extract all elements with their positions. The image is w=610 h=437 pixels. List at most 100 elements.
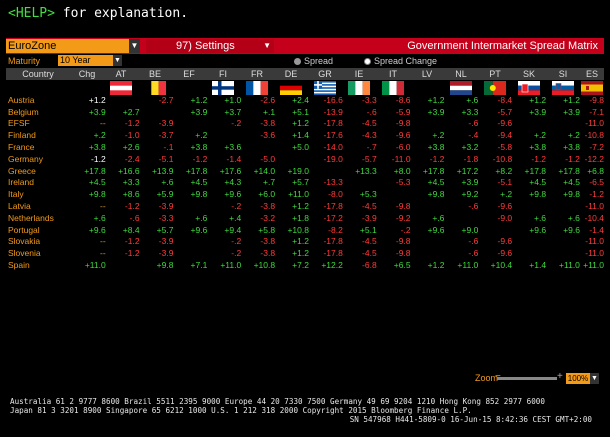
spread-cell[interactable]: +17.8 — [558, 165, 580, 176]
spread-cell[interactable]: +3.8 — [529, 142, 547, 153]
country-name[interactable]: Portugal — [8, 224, 40, 235]
spread-cell[interactable] — [512, 200, 546, 212]
spread-cell[interactable]: -1.2 — [124, 201, 140, 212]
spread-cell[interactable]: +13.9 — [151, 165, 174, 176]
spread-cell[interactable] — [173, 247, 207, 259]
help-key[interactable]: <HELP> — [8, 6, 55, 21]
spread-cell[interactable]: -6.5 — [589, 177, 604, 188]
spread-cell[interactable]: +12.2 — [321, 260, 343, 271]
spread-cell[interactable]: +11.0 — [220, 260, 242, 271]
country-name[interactable]: Slovakia — [8, 236, 41, 247]
spread-cell[interactable]: +6.0 — [258, 189, 276, 200]
spread-cell[interactable]: +.6 — [567, 212, 580, 223]
spread-cell[interactable]: -3.2 — [260, 212, 276, 223]
spread-cell[interactable]: +3.2 — [461, 142, 479, 153]
spread-cell[interactable] — [207, 129, 241, 141]
spread-cell[interactable]: -5.9 — [395, 106, 411, 117]
spread-cell[interactable]: -2.4 — [124, 153, 140, 164]
chg-cell[interactable]: +3.8 — [88, 142, 106, 153]
spread-cell[interactable]: -5.7 — [362, 153, 377, 164]
spread-cell[interactable]: +17.2 — [456, 165, 479, 176]
spread-cell[interactable]: -8.4 — [497, 94, 513, 105]
spread-cell[interactable]: -1.4 — [589, 224, 604, 235]
spread-cell[interactable]: -17.8 — [323, 118, 343, 129]
spread-cell[interactable]: -1.2 — [192, 153, 208, 164]
spread-cell[interactable]: -13.3 — [323, 177, 343, 188]
country-name[interactable]: Greece — [8, 165, 36, 176]
spread-cell[interactable]: +.6 — [466, 94, 479, 105]
spread-cell[interactable]: -1.2 — [589, 189, 604, 200]
country-name[interactable]: Slovenia — [8, 248, 41, 259]
spread-cell[interactable]: +1.2 — [563, 94, 580, 105]
spread-cell[interactable] — [140, 106, 174, 118]
country-name[interactable]: EFSF — [8, 118, 30, 129]
spread-cell[interactable]: +3.8 — [563, 142, 580, 153]
spread-cell[interactable]: -9.2 — [395, 212, 411, 223]
spread-cell[interactable]: +5.3 — [359, 189, 377, 200]
table-row[interactable]: Finland +.2 -1.0 -3.7 +.2 -3.6 +1.4 -17.6 -4.3 -9… — [6, 129, 604, 141]
spread-cell[interactable]: -14.0 — [323, 142, 343, 153]
chg-cell[interactable]: +11.0 — [84, 260, 106, 271]
spread-cell[interactable]: +16.6 — [118, 165, 140, 176]
country-name[interactable]: Latvia — [8, 201, 31, 212]
spread-cell[interactable]: +9.6 — [224, 189, 242, 200]
table-row[interactable]: Slovenia -- -1.2 -3.9 -.2 -3.8 +1.2 -17.8 -4.5 -9… — [6, 247, 604, 259]
spread-cell[interactable]: +11.0 — [457, 260, 479, 271]
spread-cell[interactable]: -1.2 — [531, 153, 547, 164]
spread-cell[interactable]: +5.8 — [258, 224, 276, 235]
spread-cell[interactable]: +17.8 — [524, 165, 547, 176]
spread-cell[interactable]: -9.8 — [395, 118, 411, 129]
spread-cell[interactable]: -.6 — [129, 212, 140, 223]
spread-cell[interactable]: +5.1 — [359, 224, 377, 235]
spread-cell[interactable]: +5.7 — [156, 224, 174, 235]
spread-cell[interactable]: +9.8 — [563, 189, 580, 200]
spread-cell[interactable]: -17.2 — [323, 212, 343, 223]
spread-cell[interactable] — [546, 236, 580, 248]
spread-cell[interactable]: -9.6 — [497, 236, 513, 247]
spread-cell[interactable]: -5.0 — [260, 153, 276, 164]
spread-cell[interactable]: +3.3 — [122, 177, 140, 188]
spread-cell[interactable]: -11.0 — [585, 236, 604, 247]
spread-cell[interactable]: +1.2 — [292, 201, 309, 212]
spread-cell[interactable] — [377, 188, 411, 200]
spread-cell[interactable]: -.6 — [468, 248, 479, 259]
spread-cell[interactable]: +3.9 — [190, 106, 208, 117]
spread-cell[interactable]: +3.9 — [563, 106, 580, 117]
spread-cell[interactable] — [478, 224, 512, 236]
zoom-value[interactable]: 100% — [566, 373, 590, 384]
spread-cell[interactable]: +3.6 — [224, 142, 242, 153]
spread-cell[interactable]: +1.2 — [292, 236, 309, 247]
chg-cell[interactable]: -- — [100, 201, 106, 212]
table-row[interactable]: Spain +11.0 +9.8 +7.1 +11.0 +10.8 +7.2 +12.2 -6.… — [6, 259, 604, 271]
spread-cell[interactable]: -10.4 — [584, 212, 604, 223]
spread-cell[interactable]: +2.4 — [292, 94, 309, 105]
chg-cell[interactable]: +9.6 — [88, 224, 106, 235]
spread-cell[interactable]: -1.2 — [565, 153, 580, 164]
chg-cell[interactable]: +3.9 — [88, 106, 106, 117]
spread-cell[interactable]: -5.1 — [497, 177, 513, 188]
spread-cell[interactable]: +.6 — [195, 212, 208, 223]
spread-cell[interactable]: -12.2 — [584, 153, 604, 164]
spread-cell[interactable]: +1.2 — [292, 118, 309, 129]
chevron-down-icon[interactable]: ▼ — [129, 39, 140, 53]
spread-cell[interactable]: +3.8 — [427, 142, 445, 153]
spread-cell[interactable] — [512, 118, 546, 130]
spread-cell[interactable]: -9.6 — [497, 118, 513, 129]
spread-cell[interactable]: +.6 — [161, 177, 174, 188]
spread-cell[interactable]: +4.5 — [427, 177, 445, 188]
table-row[interactable]: Slovakia -- -1.2 -3.9 -.2 -3.8 +1.2 -17.8 -4.5 -9… — [6, 236, 604, 248]
country-name[interactable]: Finland — [8, 130, 36, 141]
spread-cell[interactable]: -6.0 — [395, 142, 411, 153]
spread-cell[interactable]: -17.8 — [323, 236, 343, 247]
spread-cell[interactable]: -8.6 — [395, 94, 411, 105]
spread-cell[interactable]: +5.0 — [292, 142, 309, 153]
spread-cell[interactable]: -4.5 — [362, 118, 377, 129]
spread-cell[interactable]: +1.8 — [292, 212, 309, 223]
chg-cell[interactable]: +4.5 — [88, 177, 106, 188]
spread-cell[interactable]: +13.3 — [355, 165, 377, 176]
chg-cell[interactable]: -- — [100, 236, 106, 247]
spread-cell[interactable]: +1.4 — [529, 260, 547, 271]
spread-cell[interactable]: +9.6 — [529, 224, 547, 235]
spread-cell[interactable]: -9.6 — [497, 201, 513, 212]
spread-cell[interactable]: +9.4 — [224, 224, 242, 235]
